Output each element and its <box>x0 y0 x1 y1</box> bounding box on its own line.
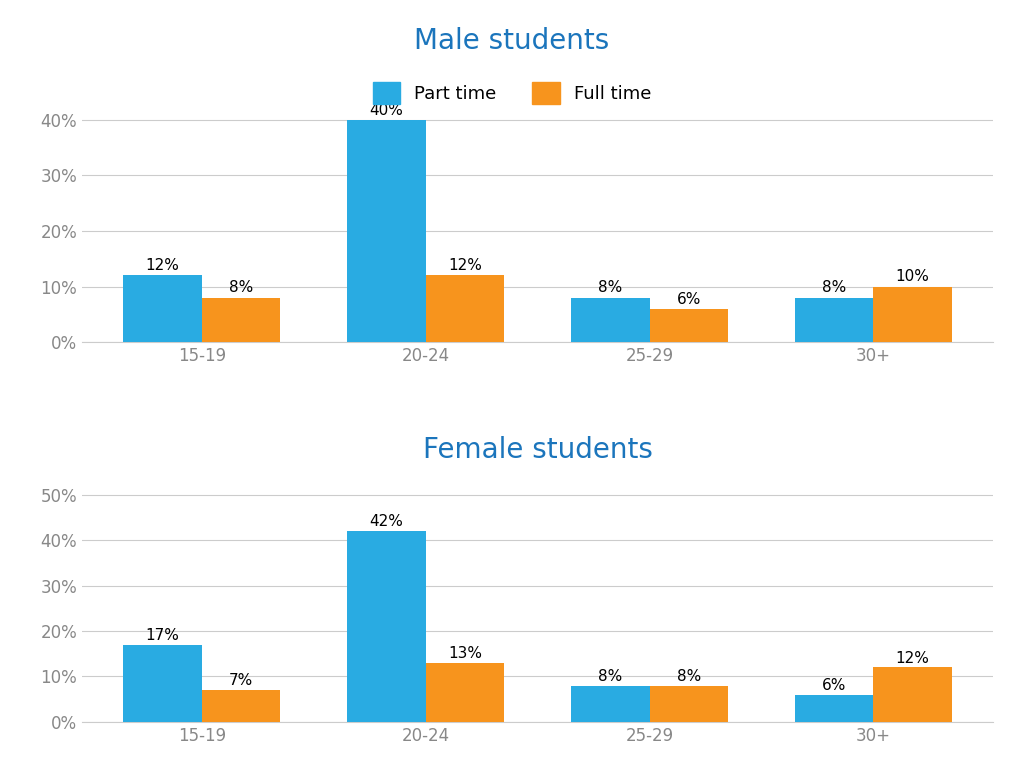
Legend: Part time, Full time: Part time, Full time <box>366 74 658 111</box>
Bar <box>202 690 281 722</box>
Bar <box>426 276 504 342</box>
Text: 6%: 6% <box>822 678 847 693</box>
Bar <box>795 298 873 342</box>
Bar <box>347 120 426 342</box>
Bar <box>347 531 426 722</box>
Text: 17%: 17% <box>145 628 179 643</box>
Text: 8%: 8% <box>822 280 847 296</box>
Text: 10%: 10% <box>896 270 930 284</box>
Bar <box>426 663 504 722</box>
Text: 8%: 8% <box>677 669 700 684</box>
Text: 8%: 8% <box>598 669 623 684</box>
Bar <box>649 309 728 342</box>
Bar <box>202 298 281 342</box>
Bar <box>123 276 202 342</box>
Bar <box>123 644 202 722</box>
Title: Female students: Female students <box>423 436 652 464</box>
Bar <box>873 286 952 342</box>
Text: 12%: 12% <box>145 258 179 273</box>
Bar <box>873 667 952 722</box>
Text: 13%: 13% <box>447 646 482 661</box>
Text: 8%: 8% <box>228 280 253 296</box>
Bar <box>571 686 649 722</box>
Text: Male students: Male students <box>415 27 609 55</box>
Text: 12%: 12% <box>447 258 481 273</box>
Text: 40%: 40% <box>370 103 403 118</box>
Bar <box>795 695 873 722</box>
Text: 42%: 42% <box>370 515 403 529</box>
Text: 7%: 7% <box>228 674 253 688</box>
Text: 12%: 12% <box>896 650 930 666</box>
Bar <box>649 686 728 722</box>
Text: 6%: 6% <box>677 292 701 306</box>
Bar <box>571 298 649 342</box>
Text: 8%: 8% <box>598 280 623 296</box>
